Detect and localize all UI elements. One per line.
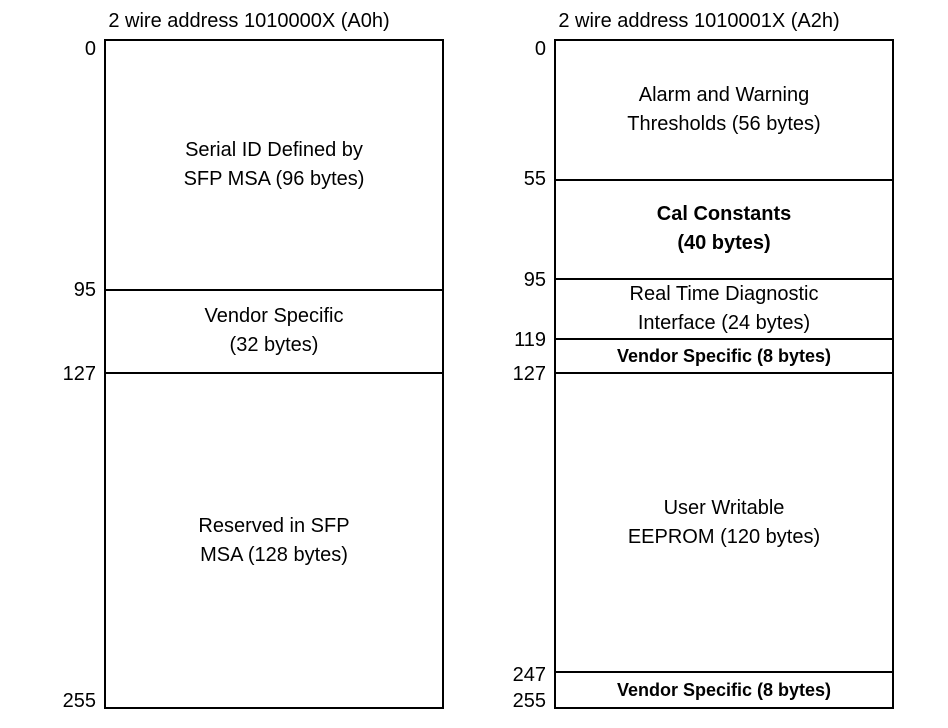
right-addr-labels: 0 55 95 119 127 247 255 xyxy=(504,39,554,709)
memory-region: Vendor Specific(32 bytes) xyxy=(106,291,442,374)
addr-label: 255 xyxy=(63,691,96,711)
addr-label: 0 xyxy=(535,39,546,59)
memory-region: User WritableEEPROM (120 bytes) xyxy=(556,374,892,673)
addr-label: 55 xyxy=(524,169,546,189)
addr-label: 0 xyxy=(85,39,96,59)
memory-map-diagram: 2 wire address 1010000X (A0h) 0 95 127 255 … xyxy=(20,10,928,709)
memory-region: Vendor Specific (8 bytes) xyxy=(556,673,892,707)
region-line1: Vendor Specific xyxy=(205,302,344,331)
right-memory-map: Alarm and WarningThresholds (56 bytes)Ca… xyxy=(554,39,894,709)
region-line2: Thresholds (56 bytes) xyxy=(627,110,820,139)
region-line1: User Writable xyxy=(664,494,785,523)
left-column: 2 wire address 1010000X (A0h) 0 95 127 255 … xyxy=(54,10,444,709)
region-line1: Vendor Specific (8 bytes) xyxy=(617,677,831,703)
memory-region: Alarm and WarningThresholds (56 bytes) xyxy=(556,41,892,181)
addr-label: 95 xyxy=(74,280,96,300)
memory-region: Cal Constants(40 bytes) xyxy=(556,181,892,281)
right-map-wrapper: 0 55 95 119 127 247 255 Alarm and WarningThres… xyxy=(504,39,894,709)
memory-region: Real Time DiagnosticInterface (24 bytes) xyxy=(556,280,892,340)
region-line2: MSA (128 bytes) xyxy=(200,541,348,570)
region-line2: SFP MSA (96 bytes) xyxy=(184,165,365,194)
right-column: 2 wire address 1010001X (A2h) 0 55 95 119 12… xyxy=(504,10,894,709)
region-line1: Cal Constants xyxy=(657,200,791,229)
left-addr-labels: 0 95 127 255 xyxy=(54,39,104,709)
memory-region: Reserved in SFPMSA (128 bytes) xyxy=(106,374,442,707)
addr-label: 247 xyxy=(513,665,546,685)
addr-label: 95 xyxy=(524,270,546,290)
region-line1: Serial ID Defined by xyxy=(185,136,363,165)
left-memory-map: Serial ID Defined bySFP MSA (96 bytes)Ve… xyxy=(104,39,444,709)
region-line1: Vendor Specific (8 bytes) xyxy=(617,343,831,369)
left-title: 2 wire address 1010000X (A0h) xyxy=(108,10,389,33)
region-line2: EEPROM (120 bytes) xyxy=(628,523,820,552)
addr-label: 127 xyxy=(63,364,96,384)
memory-region: Serial ID Defined bySFP MSA (96 bytes) xyxy=(106,41,442,291)
region-line1: Alarm and Warning xyxy=(639,81,809,110)
region-line2: (32 bytes) xyxy=(230,331,319,360)
left-map-wrapper: 0 95 127 255 Serial ID Defined bySFP MSA (9… xyxy=(54,39,444,709)
addr-label: 119 xyxy=(514,330,546,350)
region-line2: (40 bytes) xyxy=(677,229,770,258)
memory-region: Vendor Specific (8 bytes) xyxy=(556,340,892,374)
region-line1: Real Time Diagnostic xyxy=(630,280,819,309)
addr-label: 127 xyxy=(513,364,546,384)
addr-label: 255 xyxy=(513,691,546,711)
region-line1: Reserved in SFP xyxy=(198,512,349,541)
region-line2: Interface (24 bytes) xyxy=(638,309,810,338)
right-title: 2 wire address 1010001X (A2h) xyxy=(558,10,839,33)
